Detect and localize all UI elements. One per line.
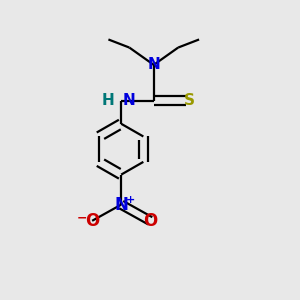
Text: N: N bbox=[147, 57, 160, 72]
Text: −: − bbox=[77, 212, 88, 224]
Text: S: S bbox=[184, 93, 195, 108]
Text: H: H bbox=[101, 93, 114, 108]
Text: O: O bbox=[85, 212, 99, 230]
Text: N: N bbox=[122, 93, 135, 108]
Text: N: N bbox=[114, 196, 128, 214]
Text: +: + bbox=[125, 194, 135, 205]
Text: O: O bbox=[143, 212, 158, 230]
